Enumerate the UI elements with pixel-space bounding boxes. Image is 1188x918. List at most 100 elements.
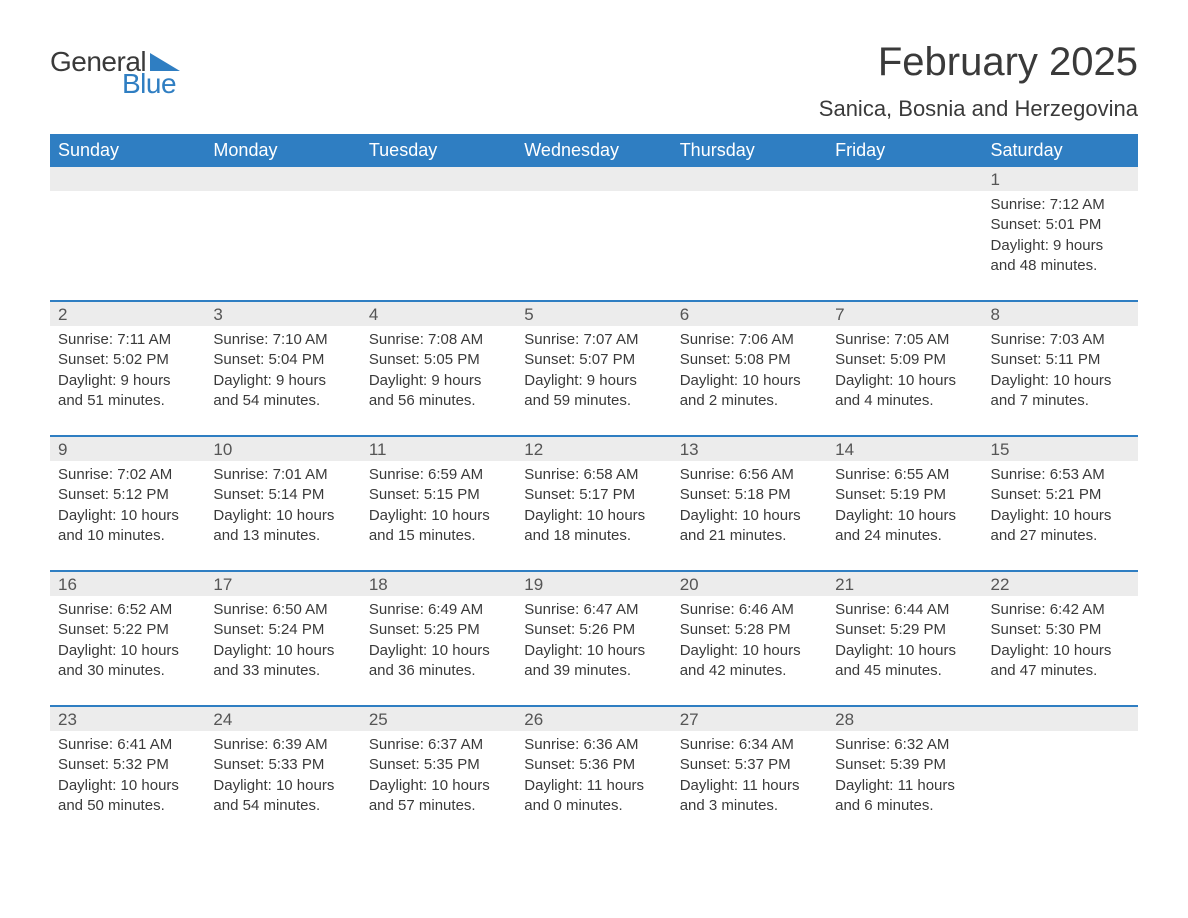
day-sunset: Sunset: 5:35 PM xyxy=(369,755,508,775)
day-number: 13 xyxy=(672,437,827,461)
day-cell: 7Sunrise: 7:05 AMSunset: 5:09 PMDaylight… xyxy=(827,302,982,417)
day-sunrise: Sunrise: 6:36 AM xyxy=(524,735,663,755)
day-sunset: Sunset: 5:30 PM xyxy=(991,620,1130,640)
dow-cell: Thursday xyxy=(672,134,827,167)
day-cell xyxy=(516,167,671,282)
day-day2: and 54 minutes. xyxy=(213,796,352,816)
day-day1: Daylight: 10 hours xyxy=(58,506,197,526)
day-day2: and 33 minutes. xyxy=(213,661,352,681)
day-day1: Daylight: 11 hours xyxy=(835,776,974,796)
day-sunrise: Sunrise: 6:39 AM xyxy=(213,735,352,755)
day-number: 21 xyxy=(827,572,982,596)
day-number: 25 xyxy=(361,707,516,731)
day-day2: and 42 minutes. xyxy=(680,661,819,681)
week-row: 16Sunrise: 6:52 AMSunset: 5:22 PMDayligh… xyxy=(50,570,1138,687)
day-sunrise: Sunrise: 6:42 AM xyxy=(991,600,1130,620)
day-day1: Daylight: 9 hours xyxy=(369,371,508,391)
day-sunrise: Sunrise: 6:37 AM xyxy=(369,735,508,755)
day-day2: and 57 minutes. xyxy=(369,796,508,816)
day-number: 9 xyxy=(50,437,205,461)
day-cell: 22Sunrise: 6:42 AMSunset: 5:30 PMDayligh… xyxy=(983,572,1138,687)
day-number: 3 xyxy=(205,302,360,326)
day-sunset: Sunset: 5:37 PM xyxy=(680,755,819,775)
day-number: 5 xyxy=(516,302,671,326)
day-sunset: Sunset: 5:22 PM xyxy=(58,620,197,640)
day-day1: Daylight: 10 hours xyxy=(58,641,197,661)
week-row: 23Sunrise: 6:41 AMSunset: 5:32 PMDayligh… xyxy=(50,705,1138,822)
dow-cell: Monday xyxy=(205,134,360,167)
day-sunset: Sunset: 5:17 PM xyxy=(524,485,663,505)
day-sunset: Sunset: 5:19 PM xyxy=(835,485,974,505)
day-number xyxy=(50,167,205,191)
days-of-week-header: SundayMondayTuesdayWednesdayThursdayFrid… xyxy=(50,134,1138,167)
day-number xyxy=(827,167,982,191)
day-day2: and 36 minutes. xyxy=(369,661,508,681)
day-sunset: Sunset: 5:21 PM xyxy=(991,485,1130,505)
day-sunrise: Sunrise: 7:12 AM xyxy=(991,195,1130,215)
day-cell xyxy=(361,167,516,282)
day-day1: Daylight: 9 hours xyxy=(213,371,352,391)
day-cell: 8Sunrise: 7:03 AMSunset: 5:11 PMDaylight… xyxy=(983,302,1138,417)
day-cell: 14Sunrise: 6:55 AMSunset: 5:19 PMDayligh… xyxy=(827,437,982,552)
day-sunset: Sunset: 5:26 PM xyxy=(524,620,663,640)
day-sunset: Sunset: 5:01 PM xyxy=(991,215,1130,235)
day-sunset: Sunset: 5:29 PM xyxy=(835,620,974,640)
day-day1: Daylight: 9 hours xyxy=(58,371,197,391)
day-day1: Daylight: 9 hours xyxy=(524,371,663,391)
day-cell: 23Sunrise: 6:41 AMSunset: 5:32 PMDayligh… xyxy=(50,707,205,822)
day-number: 28 xyxy=(827,707,982,731)
day-number: 6 xyxy=(672,302,827,326)
day-cell: 3Sunrise: 7:10 AMSunset: 5:04 PMDaylight… xyxy=(205,302,360,417)
day-sunset: Sunset: 5:24 PM xyxy=(213,620,352,640)
day-day1: Daylight: 10 hours xyxy=(369,641,508,661)
day-day2: and 18 minutes. xyxy=(524,526,663,546)
day-sunset: Sunset: 5:33 PM xyxy=(213,755,352,775)
day-sunrise: Sunrise: 6:56 AM xyxy=(680,465,819,485)
dow-cell: Saturday xyxy=(983,134,1138,167)
day-sunrise: Sunrise: 7:02 AM xyxy=(58,465,197,485)
day-number xyxy=(516,167,671,191)
day-sunrise: Sunrise: 7:06 AM xyxy=(680,330,819,350)
day-day1: Daylight: 10 hours xyxy=(991,371,1130,391)
day-day1: Daylight: 10 hours xyxy=(58,776,197,796)
day-number: 10 xyxy=(205,437,360,461)
day-cell xyxy=(672,167,827,282)
day-cell: 5 Sunrise: 7:07 AMSunset: 5:07 PMDaylight… xyxy=(516,302,671,417)
day-sunrise: Sunrise: 7:07 AM xyxy=(524,330,663,350)
day-day1: Daylight: 10 hours xyxy=(213,776,352,796)
day-number: 26 xyxy=(516,707,671,731)
day-day2: and 47 minutes. xyxy=(991,661,1130,681)
logo: General Blue xyxy=(50,40,180,100)
day-sunrise: Sunrise: 7:11 AM xyxy=(58,330,197,350)
week-row: 9Sunrise: 7:02 AMSunset: 5:12 PMDaylight… xyxy=(50,435,1138,552)
day-cell: 15Sunrise: 6:53 AMSunset: 5:21 PMDayligh… xyxy=(983,437,1138,552)
day-day1: Daylight: 10 hours xyxy=(991,641,1130,661)
day-cell xyxy=(827,167,982,282)
day-number: 2 xyxy=(50,302,205,326)
day-cell: 16Sunrise: 6:52 AMSunset: 5:22 PMDayligh… xyxy=(50,572,205,687)
day-cell: 11Sunrise: 6:59 AMSunset: 5:15 PMDayligh… xyxy=(361,437,516,552)
day-day2: and 13 minutes. xyxy=(213,526,352,546)
day-day1: Daylight: 10 hours xyxy=(680,506,819,526)
day-cell: 1Sunrise: 7:12 AMSunset: 5:01 PMDaylight… xyxy=(983,167,1138,282)
day-sunset: Sunset: 5:18 PM xyxy=(680,485,819,505)
day-cell: 27Sunrise: 6:34 AMSunset: 5:37 PMDayligh… xyxy=(672,707,827,822)
day-cell: 20Sunrise: 6:46 AMSunset: 5:28 PMDayligh… xyxy=(672,572,827,687)
day-number: 8 xyxy=(983,302,1138,326)
day-cell: 25 Sunrise: 6:37 AMSunset: 5:35 PMDayligh… xyxy=(361,707,516,822)
day-day2: and 6 minutes. xyxy=(835,796,974,816)
day-day2: and 27 minutes. xyxy=(991,526,1130,546)
day-day2: and 10 minutes. xyxy=(58,526,197,546)
day-number: 1 xyxy=(983,167,1138,191)
day-sunset: Sunset: 5:08 PM xyxy=(680,350,819,370)
day-number: 23 xyxy=(50,707,205,731)
day-sunrise: Sunrise: 6:52 AM xyxy=(58,600,197,620)
week-row: 2Sunrise: 7:11 AMSunset: 5:02 PMDaylight… xyxy=(50,300,1138,417)
day-sunrise: Sunrise: 6:41 AM xyxy=(58,735,197,755)
day-number: 4 xyxy=(361,302,516,326)
day-sunset: Sunset: 5:07 PM xyxy=(524,350,663,370)
day-number xyxy=(983,707,1138,731)
day-day1: Daylight: 10 hours xyxy=(369,776,508,796)
day-sunrise: Sunrise: 7:01 AM xyxy=(213,465,352,485)
day-day1: Daylight: 10 hours xyxy=(680,371,819,391)
